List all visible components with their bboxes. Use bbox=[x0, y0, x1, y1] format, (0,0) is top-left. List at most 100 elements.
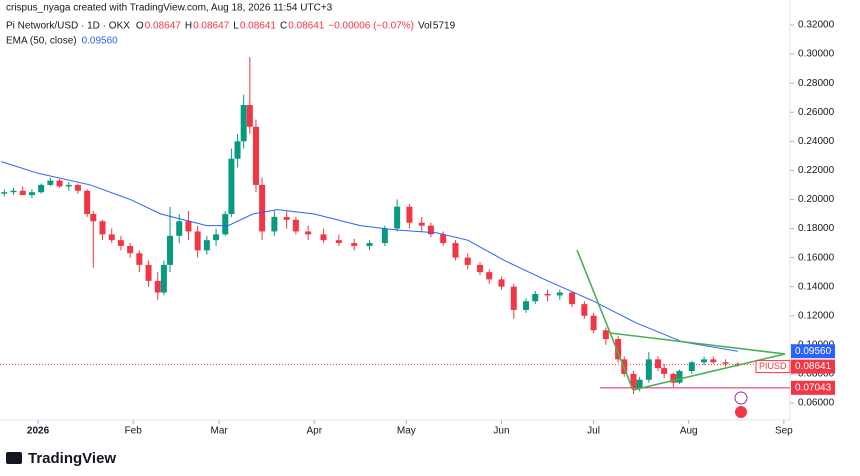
candle-body bbox=[351, 243, 358, 246]
candle-body bbox=[418, 222, 425, 226]
candle-body bbox=[366, 243, 373, 246]
price-label-text: 0.08641 bbox=[795, 361, 832, 372]
candle-body bbox=[38, 184, 45, 193]
x-tick-label: Jun bbox=[493, 426, 509, 437]
candle-body bbox=[523, 301, 530, 310]
candle-body bbox=[194, 231, 201, 251]
x-tick-label: Feb bbox=[125, 426, 143, 437]
candle-body bbox=[486, 272, 493, 280]
x-tick-label: Apr bbox=[307, 426, 323, 437]
candle-body bbox=[108, 234, 115, 241]
candle-body bbox=[569, 292, 576, 305]
candle-body bbox=[240, 104, 247, 142]
candle-body bbox=[452, 243, 459, 258]
y-tick-label: 0.28000 bbox=[798, 78, 835, 89]
candle-body bbox=[670, 373, 677, 383]
candle-body bbox=[90, 213, 97, 222]
price-label-tag bbox=[755, 360, 791, 374]
candle-body bbox=[167, 235, 174, 265]
candle-body bbox=[590, 315, 597, 331]
candle-body bbox=[154, 280, 161, 293]
candle-body bbox=[655, 359, 662, 369]
event-icons bbox=[734, 391, 748, 418]
price-label-box bbox=[791, 380, 835, 395]
y-tick-label: 0.14000 bbox=[798, 281, 835, 292]
candle-body bbox=[1, 192, 8, 194]
candle-body bbox=[661, 368, 668, 374]
brand: TradingView bbox=[28, 450, 116, 467]
candle-body bbox=[19, 190, 26, 196]
candle-body bbox=[246, 104, 253, 127]
quote-value: 0.08641 bbox=[240, 21, 277, 32]
candle-body bbox=[292, 219, 299, 232]
quote-value: 0.08647 bbox=[145, 21, 182, 32]
candle-body bbox=[636, 379, 643, 389]
candle-body bbox=[47, 180, 54, 185]
y-tick-label: 0.22000 bbox=[798, 165, 835, 176]
symbol: Pi Network/USD · 1D · OKX bbox=[6, 21, 130, 32]
candle-body bbox=[127, 245, 134, 254]
candle-body bbox=[645, 359, 652, 380]
price-label-text: 0.09560 bbox=[795, 346, 832, 357]
candle-body bbox=[630, 373, 637, 389]
x-tick-label: Aug bbox=[680, 426, 698, 437]
candle-body bbox=[464, 257, 471, 265]
candle-body bbox=[510, 286, 517, 310]
candle-body bbox=[722, 362, 729, 364]
price-label: 0.09560 bbox=[791, 344, 835, 359]
candle-body bbox=[99, 221, 106, 235]
candle-body bbox=[136, 253, 143, 265]
candle-body bbox=[283, 216, 290, 220]
candle-body bbox=[335, 240, 342, 244]
brand-logo: TradingView bbox=[6, 450, 116, 467]
x-tick-label: Mar bbox=[211, 426, 229, 437]
candle-body bbox=[602, 330, 609, 340]
attribution: crispus_nyaga created with TradingView.c… bbox=[6, 3, 333, 14]
x-tick-label: Sep bbox=[775, 426, 793, 437]
y-tick-label: 0.12000 bbox=[798, 310, 835, 321]
candle-body bbox=[394, 206, 401, 229]
trend-line bbox=[632, 353, 786, 391]
candle-body bbox=[615, 339, 622, 360]
price-label-box bbox=[791, 359, 835, 374]
y-tick-label: 0.24000 bbox=[798, 136, 835, 147]
candle-body bbox=[252, 126, 259, 185]
candle-body bbox=[440, 234, 447, 244]
logo-icon bbox=[6, 452, 22, 464]
quote-key: O bbox=[136, 21, 144, 32]
candle-body bbox=[259, 184, 266, 232]
candle-body bbox=[477, 264, 484, 273]
candle-body bbox=[222, 213, 229, 235]
quote-value: 0.08641 bbox=[288, 21, 325, 32]
candle-body bbox=[203, 240, 210, 251]
price-label: 0.07043 bbox=[791, 380, 835, 395]
candle-body bbox=[228, 158, 235, 214]
candle-body bbox=[734, 363, 741, 365]
quote-value: 0.08647 bbox=[193, 21, 230, 32]
trend-line bbox=[609, 332, 786, 355]
quote-value: 5719 bbox=[433, 21, 456, 32]
change: −0.00006 (−0.07%) bbox=[328, 21, 414, 32]
candle-body bbox=[271, 216, 278, 232]
y-tick-label: 0.18000 bbox=[798, 223, 835, 234]
candle-body bbox=[145, 264, 152, 281]
ema-line bbox=[1, 161, 738, 352]
candle-body bbox=[544, 293, 551, 296]
candle-body bbox=[556, 292, 563, 296]
y-tick-label: 0.32000 bbox=[798, 20, 835, 31]
candle-body bbox=[305, 231, 312, 235]
y-tick-label: 0.16000 bbox=[798, 252, 835, 263]
candle-body bbox=[381, 228, 388, 244]
candle-body bbox=[160, 264, 167, 293]
legend: Pi Network/USD · 1D · OKX O 0.08647 H 0.0864… bbox=[6, 21, 456, 47]
candle-body bbox=[185, 221, 192, 232]
candle-body bbox=[117, 240, 124, 246]
price-label: PIUSD 0.08641 bbox=[755, 359, 835, 374]
y-tick-label: 0.26000 bbox=[798, 107, 835, 118]
candle-body bbox=[406, 206, 413, 223]
candle-body bbox=[710, 359, 717, 363]
candle-body bbox=[10, 190, 17, 193]
candle-body bbox=[676, 371, 683, 383]
